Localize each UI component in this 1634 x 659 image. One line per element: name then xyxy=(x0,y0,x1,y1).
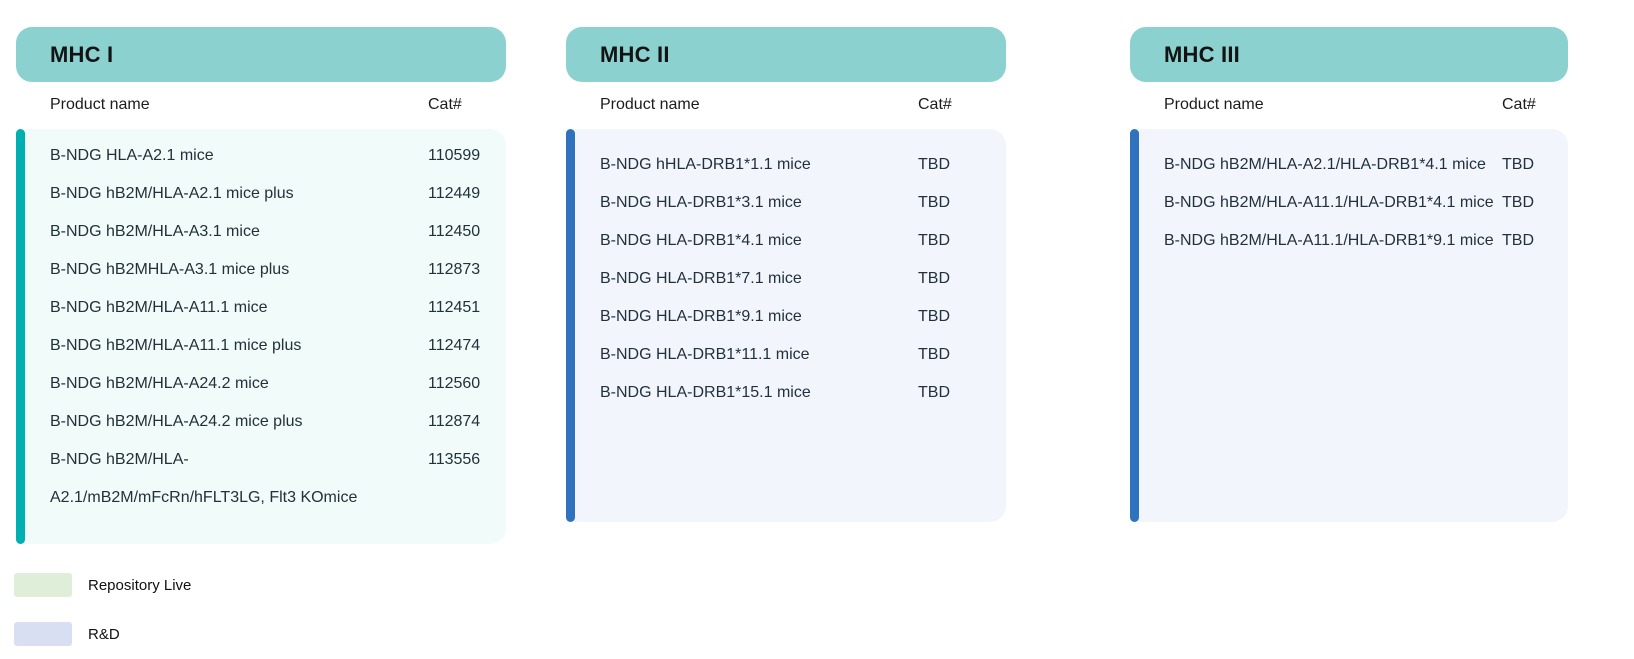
mhc3-column: MHC III Product name Cat# B-NDG hB2M/HLA… xyxy=(1130,27,1568,522)
product-name-header: Product name xyxy=(600,96,700,113)
mhc2-product-list: B-NDG hHLA-DRB1*1.1 mice TBD B-NDG HLA-DRB… xyxy=(566,129,1006,412)
table-row: B-NDG HLA-DRB1*4.1 mice TBD xyxy=(566,222,1006,260)
product-name: B-NDG hB2M/HLA- xyxy=(50,451,189,468)
catalog-number: 112560 xyxy=(428,375,481,392)
catalog-number: TBD xyxy=(918,270,950,287)
product-name: B-NDG hB2M/HLA-A24.2 mice plus xyxy=(50,413,303,430)
status-legend: Repository Live R&D xyxy=(14,573,191,646)
product-name: A2.1/mB2M/mFcRn/hFLT3LG, Flt3 KOmice xyxy=(50,489,358,506)
catalog-number: 112873 xyxy=(428,261,481,278)
product-name: B-NDG HLA-DRB1*15.1 mice xyxy=(600,384,811,401)
catalog-number: TBD xyxy=(918,384,950,401)
table-row: B-NDG hB2M/HLA-A11.1 mice 112451 xyxy=(16,289,506,327)
catalog-number: TBD xyxy=(918,194,950,211)
catalog-number: 112450 xyxy=(428,223,481,240)
mhc2-column: MHC II Product name Cat# B-NDG hHLA-DRB1… xyxy=(566,27,1006,522)
table-row: B-NDG HLA-DRB1*3.1 mice TBD xyxy=(566,184,1006,222)
table-row: B-NDG HLA-DRB1*7.1 mice TBD xyxy=(566,260,1006,298)
legend-label: R&D xyxy=(88,625,120,643)
mhc1-header-pill: MHC I xyxy=(16,27,506,82)
table-row: B-NDG hB2M/HLA-A2.1 mice plus 112449 xyxy=(16,175,506,213)
product-name-header: Product name xyxy=(1164,96,1264,113)
product-name: B-NDG hB2M/HLA-A24.2 mice xyxy=(50,375,269,392)
repository-live-swatch xyxy=(14,573,72,597)
rnd-swatch xyxy=(14,622,72,646)
cat-number-header: Cat# xyxy=(428,96,462,113)
catalog-number: TBD xyxy=(1502,156,1534,173)
repository-live-accent-bar xyxy=(16,129,25,544)
product-name: B-NDG hB2M/HLA-A11.1 mice xyxy=(50,299,268,316)
mhc3-header-pill: MHC III xyxy=(1130,27,1568,82)
legend-item-rnd: R&D xyxy=(14,622,191,646)
catalog-number: TBD xyxy=(1502,194,1534,211)
mhc1-product-list: B-NDG HLA-A2.1 mice 110599 B-NDG hB2M/HLA-… xyxy=(16,129,506,517)
catalog-number: 112474 xyxy=(428,337,481,354)
product-name: B-NDG hB2M/HLA-A2.1/HLA-DRB1*4.1 mice xyxy=(1164,156,1486,173)
mhc2-table-header: Product name Cat# xyxy=(566,96,1006,115)
table-row: B-NDG hB2M/HLA-A11.1 mice plus 112474 xyxy=(16,327,506,365)
mhc1-card: B-NDG HLA-A2.1 mice 110599 B-NDG hB2M/HLA-… xyxy=(16,129,506,544)
table-row: A2.1/mB2M/mFcRn/hFLT3LG, Flt3 KOmice xyxy=(16,479,506,517)
mhc3-card: B-NDG hB2M/HLA-A2.1/HLA-DRB1*4.1 mice TBD… xyxy=(1130,129,1568,522)
product-name: B-NDG hB2M/HLA-A11.1/HLA-DRB1*9.1 mice xyxy=(1164,232,1494,249)
table-row: B-NDG HLA-DRB1*9.1 mice TBD xyxy=(566,298,1006,336)
table-row: B-NDG hB2M/HLA-A3.1 mice 112450 xyxy=(16,213,506,251)
catalog-number: TBD xyxy=(918,156,950,173)
table-row: B-NDG hB2M/HLA-A11.1/HLA-DRB1*4.1 mice TB… xyxy=(1130,184,1568,222)
mhc3-title: MHC III xyxy=(1164,41,1240,67)
table-row: B-NDG hB2M/HLA-A2.1/HLA-DRB1*4.1 mice TBD xyxy=(1130,146,1568,184)
cat-number-header: Cat# xyxy=(1502,96,1536,113)
table-row: B-NDG HLA-DRB1*11.1 mice TBD xyxy=(566,336,1006,374)
mhc2-title: MHC II xyxy=(600,41,670,67)
mhc3-table-header: Product name Cat# xyxy=(1130,96,1568,115)
catalog-number: 112451 xyxy=(428,299,481,316)
table-row: B-NDG hB2M/HLA-A24.2 mice 112560 xyxy=(16,365,506,403)
mhc1-title: MHC I xyxy=(50,41,114,67)
product-name: B-NDG HLA-DRB1*11.1 mice xyxy=(600,346,810,363)
product-name: B-NDG hHLA-DRB1*1.1 mice xyxy=(600,156,811,173)
mhc2-header-pill: MHC II xyxy=(566,27,1006,82)
catalog-number: 112449 xyxy=(428,185,481,202)
mhc2-card: B-NDG hHLA-DRB1*1.1 mice TBD B-NDG HLA-DRB… xyxy=(566,129,1006,522)
catalog-number: TBD xyxy=(918,232,950,249)
mhc1-column: MHC I Product name Cat# B-NDG HLA-A2.1 m… xyxy=(16,27,506,544)
table-row: B-NDG hB2M/HLA-A11.1/HLA-DRB1*9.1 mice TB… xyxy=(1130,222,1568,260)
legend-label: Repository Live xyxy=(88,576,192,594)
catalog-number: 112874 xyxy=(428,413,481,430)
product-name: B-NDG hB2M/HLA-A11.1/HLA-DRB1*4.1 mice xyxy=(1164,194,1494,211)
product-name: B-NDG HLA-DRB1*7.1 mice xyxy=(600,270,802,287)
catalog-number: 110599 xyxy=(428,147,481,164)
mhc3-product-list: B-NDG hB2M/HLA-A2.1/HLA-DRB1*4.1 mice TBD… xyxy=(1130,129,1568,260)
rnd-accent-bar xyxy=(1130,129,1139,522)
product-name: B-NDG hB2M/HLA-A2.1 mice plus xyxy=(50,185,294,202)
product-name: B-NDG HLA-A2.1 mice xyxy=(50,147,214,164)
mhc1-table-header: Product name Cat# xyxy=(16,96,506,115)
rnd-accent-bar xyxy=(566,129,575,522)
product-name: B-NDG HLA-DRB1*9.1 mice xyxy=(600,308,802,325)
catalog-number: TBD xyxy=(1502,232,1534,249)
table-row: B-NDG HLA-DRB1*15.1 mice TBD xyxy=(566,374,1006,412)
catalog-number: 113556 xyxy=(428,451,481,468)
product-name: B-NDG hB2M/HLA-A11.1 mice plus xyxy=(50,337,302,354)
product-name: B-NDG hB2MHLA-A3.1 mice plus xyxy=(50,261,290,278)
catalog-number: TBD xyxy=(918,308,950,325)
table-row: B-NDG hB2M/HLA-A24.2 mice plus 112874 xyxy=(16,403,506,441)
legend-item-repository-live: Repository Live xyxy=(14,573,191,597)
product-name: B-NDG HLA-DRB1*4.1 mice xyxy=(600,232,802,249)
cat-number-header: Cat# xyxy=(918,96,952,113)
product-name-header: Product name xyxy=(50,96,150,113)
table-row: B-NDG hB2MHLA-A3.1 mice plus 112873 xyxy=(16,251,506,289)
table-row: B-NDG hB2M/HLA- 113556 xyxy=(16,441,506,479)
table-row: B-NDG hHLA-DRB1*1.1 mice TBD xyxy=(566,146,1006,184)
table-row: B-NDG HLA-A2.1 mice 110599 xyxy=(16,137,506,175)
product-name: B-NDG hB2M/HLA-A3.1 mice xyxy=(50,223,260,240)
catalog-number: TBD xyxy=(918,346,950,363)
product-name: B-NDG HLA-DRB1*3.1 mice xyxy=(600,194,802,211)
